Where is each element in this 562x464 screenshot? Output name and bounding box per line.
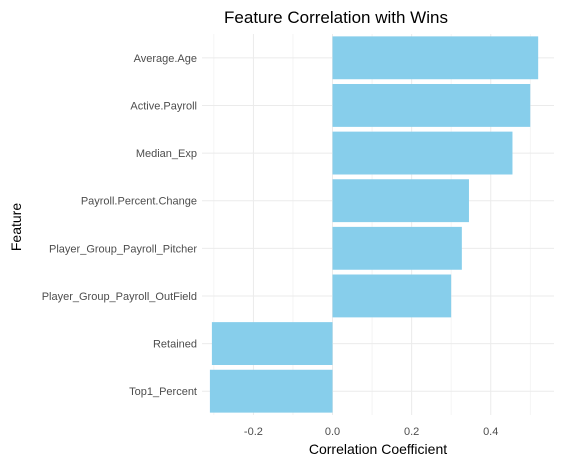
y-tick-label: Median_Exp: [136, 148, 197, 160]
y-tick-label: Top1_Percent: [129, 386, 197, 398]
bar-layer: [209, 36, 539, 413]
bar-payroll-percent-change: [332, 179, 469, 223]
bar-player-group-payroll-pitcher: [332, 226, 462, 270]
bar-player-group-payroll-outfield: [332, 274, 452, 318]
bar-top1-percent: [209, 369, 333, 413]
x-tick-labels: -0.2 0.0 0.2 0.4: [244, 426, 498, 438]
bar-retained: [211, 322, 333, 365]
bar-average-age: [332, 36, 539, 80]
y-tick-label: Retained: [153, 339, 197, 351]
x-tick-label: -0.2: [244, 426, 263, 438]
x-tick-label: 0.2: [404, 426, 419, 438]
y-tick-label: Player_Group_Payroll_Pitcher: [49, 243, 197, 255]
bar-active-payroll: [332, 84, 531, 127]
x-axis-title: Correlation Coefficient: [309, 441, 447, 457]
x-tick-label: 0.0: [325, 426, 340, 438]
y-tick-label: Active.Payroll: [130, 100, 197, 112]
x-tick-label: 0.4: [483, 426, 498, 438]
y-tick-label: Payroll.Percent.Change: [81, 196, 197, 208]
y-tick-labels: Average.Age Active.Payroll Median_Exp Payro…: [42, 53, 198, 398]
y-tick-label: Player_Group_Payroll_OutField: [42, 291, 197, 303]
y-axis-title: Feature: [8, 203, 24, 251]
bar-median-exp: [332, 131, 513, 175]
chart-title: Feature Correlation with Wins: [224, 8, 448, 27]
y-tick-label: Average.Age: [134, 53, 197, 65]
